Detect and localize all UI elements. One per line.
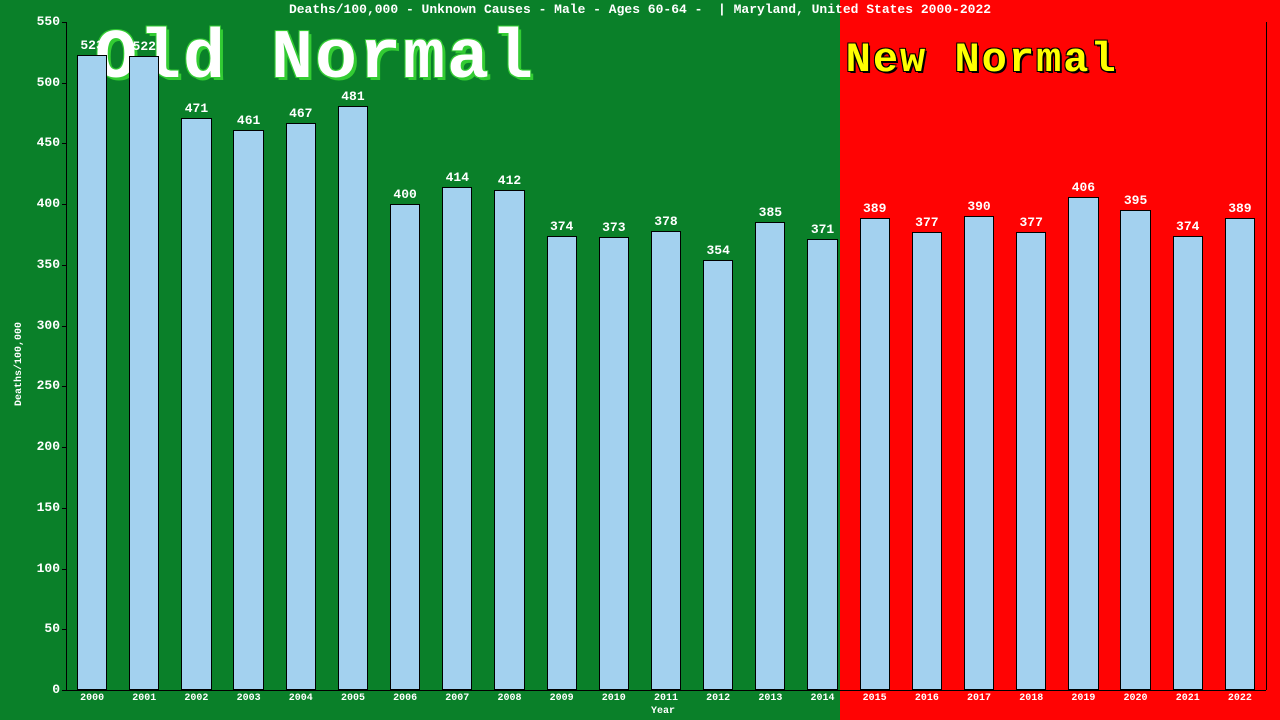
bar-value-label: 471 — [185, 101, 208, 116]
chart-stage: Deaths/100,000 - Unknown Causes - Male -… — [0, 0, 1280, 720]
ytick-label: 0 — [20, 682, 60, 697]
xtick-label: 2004 — [289, 693, 313, 704]
bar-value-label: 374 — [550, 219, 573, 234]
bar — [1120, 210, 1150, 690]
xtick-label: 2018 — [1019, 693, 1043, 704]
bar-value-label: 467 — [289, 106, 312, 121]
bar-value-label: 377 — [915, 215, 938, 230]
xtick-label: 2010 — [602, 693, 626, 704]
ytick-label: 450 — [20, 135, 60, 150]
ytick-label: 200 — [20, 439, 60, 454]
ytick-label: 100 — [20, 561, 60, 576]
bar-value-label: 389 — [1228, 201, 1251, 216]
bar — [964, 216, 994, 690]
xtick-label: 2021 — [1176, 693, 1200, 704]
xtick-label: 2003 — [237, 693, 261, 704]
xtick-label: 2008 — [497, 693, 521, 704]
y-axis-right — [1266, 22, 1267, 690]
bar — [912, 232, 942, 690]
bar-value-label: 412 — [498, 173, 521, 188]
banner-new-normal: New Normal — [846, 36, 1118, 84]
bar — [599, 237, 629, 690]
bar — [755, 222, 785, 690]
bar — [1068, 197, 1098, 690]
xtick-label: 2014 — [811, 693, 835, 704]
xtick-label: 2015 — [863, 693, 887, 704]
ytick-label: 500 — [20, 75, 60, 90]
bar-value-label: 461 — [237, 113, 260, 128]
ytick-label: 550 — [20, 14, 60, 29]
banner-old-normal: Old Normal — [95, 20, 535, 99]
chart-title: Deaths/100,000 - Unknown Causes - Male -… — [0, 2, 1280, 17]
xtick-label: 2016 — [915, 693, 939, 704]
bar-value-label: 389 — [863, 201, 886, 216]
yaxis-title: Deaths/100,000 — [14, 322, 25, 406]
bar — [703, 260, 733, 690]
bar-value-label: 481 — [341, 89, 364, 104]
bar — [442, 187, 472, 690]
bar — [547, 236, 577, 690]
ytick-label: 400 — [20, 196, 60, 211]
bar — [807, 239, 837, 690]
bar-value-label: 523 — [80, 38, 103, 53]
xtick-label: 2013 — [758, 693, 782, 704]
bar — [651, 231, 681, 690]
bar — [1225, 218, 1255, 690]
bar-value-label: 371 — [811, 222, 834, 237]
xtick-label: 2001 — [132, 693, 156, 704]
bar-value-label: 385 — [759, 205, 782, 220]
bar — [338, 106, 368, 690]
ytick-label: 300 — [20, 318, 60, 333]
xtick-label: 2019 — [1071, 693, 1095, 704]
ytick-label: 50 — [20, 621, 60, 636]
bar — [129, 56, 159, 690]
bar-value-label: 373 — [602, 220, 625, 235]
bar — [233, 130, 263, 690]
xtick-label: 2020 — [1124, 693, 1148, 704]
bar-value-label: 374 — [1176, 219, 1199, 234]
xtick-label: 2012 — [706, 693, 730, 704]
bar-value-label: 390 — [967, 199, 990, 214]
ytick-label: 250 — [20, 378, 60, 393]
xtick-label: 2006 — [393, 693, 417, 704]
xtick-label: 2022 — [1228, 693, 1252, 704]
bar — [77, 55, 107, 690]
bar-value-label: 406 — [1072, 180, 1095, 195]
ytick-label: 150 — [20, 500, 60, 515]
xtick-label: 2009 — [550, 693, 574, 704]
xtick-label: 2007 — [445, 693, 469, 704]
bar — [494, 190, 524, 690]
zone-new-normal — [840, 0, 1280, 720]
bar-value-label: 395 — [1124, 193, 1147, 208]
bar-value-label: 414 — [446, 170, 469, 185]
bar — [860, 218, 890, 690]
bar — [1016, 232, 1046, 690]
xtick-label: 2005 — [341, 693, 365, 704]
x-axis — [66, 690, 1266, 691]
bar-value-label: 522 — [133, 39, 156, 54]
bar-value-label: 378 — [654, 214, 677, 229]
bar — [286, 123, 316, 690]
bar-value-label: 354 — [706, 243, 729, 258]
xtick-label: 2011 — [654, 693, 678, 704]
ytick-label: 350 — [20, 257, 60, 272]
xtick-label: 2000 — [80, 693, 104, 704]
bar-value-label: 377 — [1020, 215, 1043, 230]
xaxis-title: Year — [651, 706, 675, 717]
y-axis-left — [66, 22, 67, 690]
bar-value-label: 400 — [393, 187, 416, 202]
xtick-label: 2002 — [184, 693, 208, 704]
bar — [390, 204, 420, 690]
bar — [181, 118, 211, 690]
xtick-label: 2017 — [967, 693, 991, 704]
bar — [1173, 236, 1203, 690]
